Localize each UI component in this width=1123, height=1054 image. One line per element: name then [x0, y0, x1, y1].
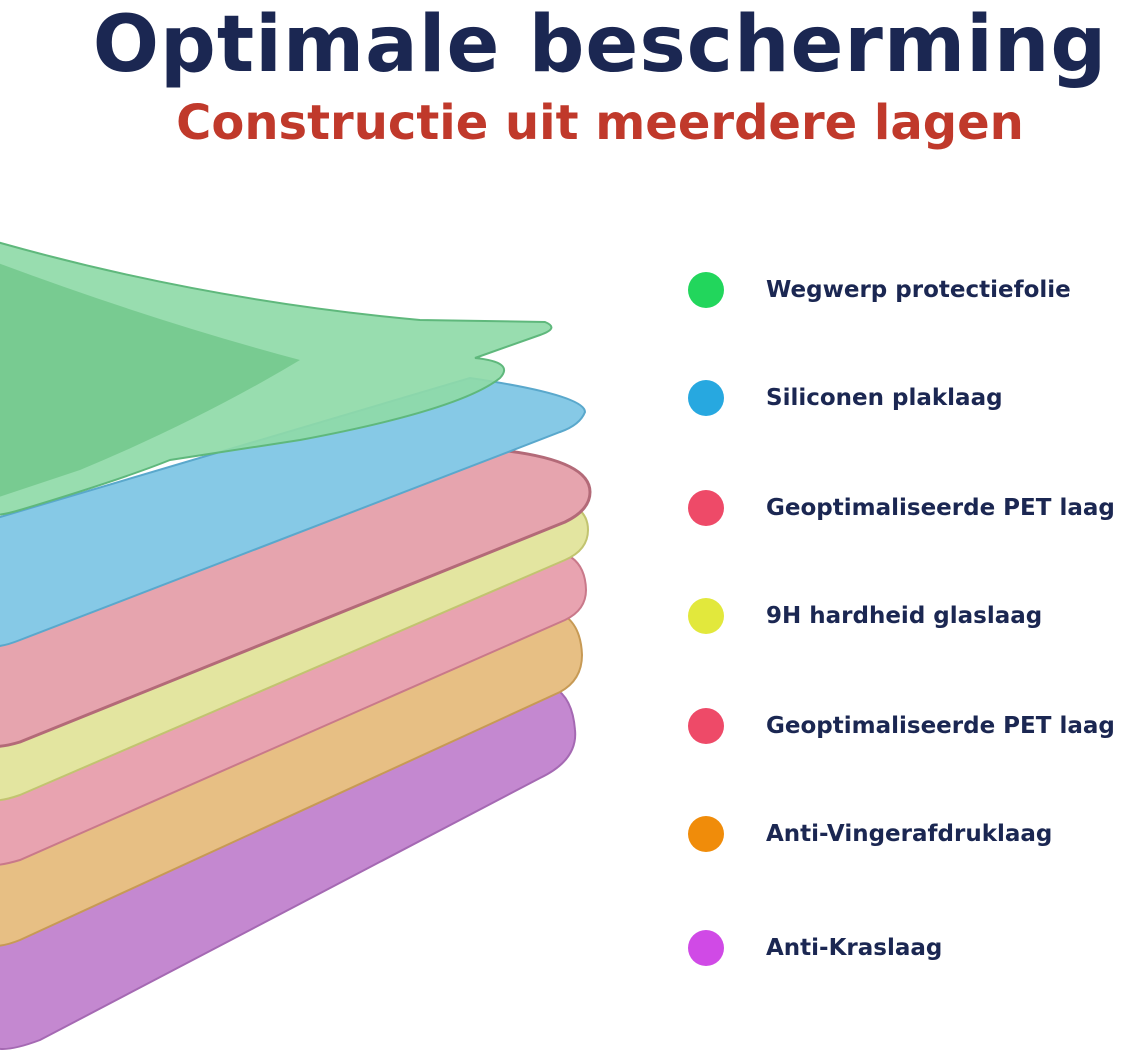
layer-siliconen [0, 376, 587, 647]
legend-dot-icon [688, 930, 724, 966]
legend-item: Geoptimaliseerde PET laag [688, 708, 1115, 744]
legend-label: Anti-Kraslaag [766, 935, 943, 961]
legend-item: Wegwerp protectiefolie [688, 272, 1071, 308]
layer-pet-1 [0, 448, 592, 748]
legend-dot-icon [688, 708, 724, 744]
legend-label: 9H hardheid glaslaag [766, 603, 1043, 629]
legend-item: Anti-Kraslaag [688, 930, 942, 966]
legend-dot-icon [688, 598, 724, 634]
layer-illustration [0, 241, 592, 1050]
page-subtitle: Constructie uit meerdere lagen [176, 95, 1024, 151]
legend-label: Anti-Vingerafdruklaag [766, 821, 1053, 847]
layer-wegwerp [0, 241, 553, 516]
legend-label: Wegwerp protectiefolie [766, 277, 1071, 303]
layer-wegwerp-inner [0, 263, 300, 497]
legend-dot-icon [688, 816, 724, 852]
legend-item: Siliconen plaklaag [688, 380, 1003, 416]
legend-item: Geoptimaliseerde PET laag [688, 490, 1115, 526]
legend-dot-icon [688, 272, 724, 308]
legend-dot-icon [688, 380, 724, 416]
legend-label: Geoptimaliseerde PET laag [766, 713, 1115, 739]
legend-item: 9H hardheid glaslaag [688, 598, 1042, 634]
legend-label: Geoptimaliseerde PET laag [766, 495, 1115, 521]
legend-label: Siliconen plaklaag [766, 385, 1003, 411]
legend-item: Anti-Vingerafdruklaag [688, 816, 1052, 852]
page-title: Optimale bescherming [92, 0, 1108, 90]
legend-dot-icon [688, 490, 724, 526]
